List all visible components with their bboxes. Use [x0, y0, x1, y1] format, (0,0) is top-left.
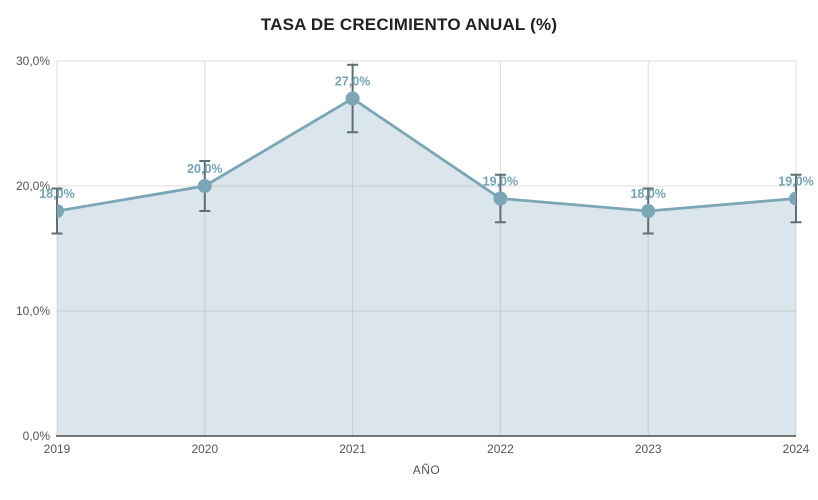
y-tick-label: 30,0%: [16, 54, 50, 68]
data-point-2019: [57, 204, 64, 218]
point-label-2022: 19,0%: [483, 175, 518, 189]
y-tick-label: 10,0%: [16, 304, 50, 318]
data-point-2021: [345, 91, 360, 106]
point-label-2020: 20,0%: [187, 162, 222, 176]
x-tick-label: 2021: [339, 442, 366, 456]
series-line-group: [57, 91, 796, 218]
y-tick-label: 0,0%: [23, 429, 51, 443]
x-tick-label: 2019: [44, 442, 71, 456]
x-tick-label: 2024: [783, 442, 810, 456]
x-tick-label: 2023: [635, 442, 662, 456]
series-area-group: [57, 98, 796, 436]
data-point-2023: [641, 204, 656, 218]
point-label-2024: 19,0%: [778, 175, 813, 189]
area-fill: [57, 98, 796, 436]
data-point-2022: [493, 191, 508, 206]
x-tick-label: 2022: [487, 442, 514, 456]
chart-title: TASA DE CRECIMIENTO ANUAL (%): [260, 15, 558, 34]
point-label-2019: 18,0%: [39, 187, 74, 201]
point-labels: 18,0% 20,0% 27,0% 19,0% 18,0% 19,0%: [39, 75, 813, 202]
point-label-2023: 18,0%: [630, 187, 665, 201]
point-label-2021: 27,0%: [335, 75, 370, 89]
y-tick-label: 20,0%: [16, 179, 50, 193]
series-line: [57, 96, 796, 213]
axis-labels: 0,0% 10,0% 20,0% 30,0% 2019 2020 2021 2022 2023 2…: [16, 54, 810, 477]
data-point-2020: [197, 179, 212, 193]
x-axis-title: AÑO: [413, 463, 441, 477]
gridlines: [56, 60, 797, 436]
x-tick-label: 2020: [191, 442, 218, 456]
data-point-2024: [789, 191, 796, 206]
